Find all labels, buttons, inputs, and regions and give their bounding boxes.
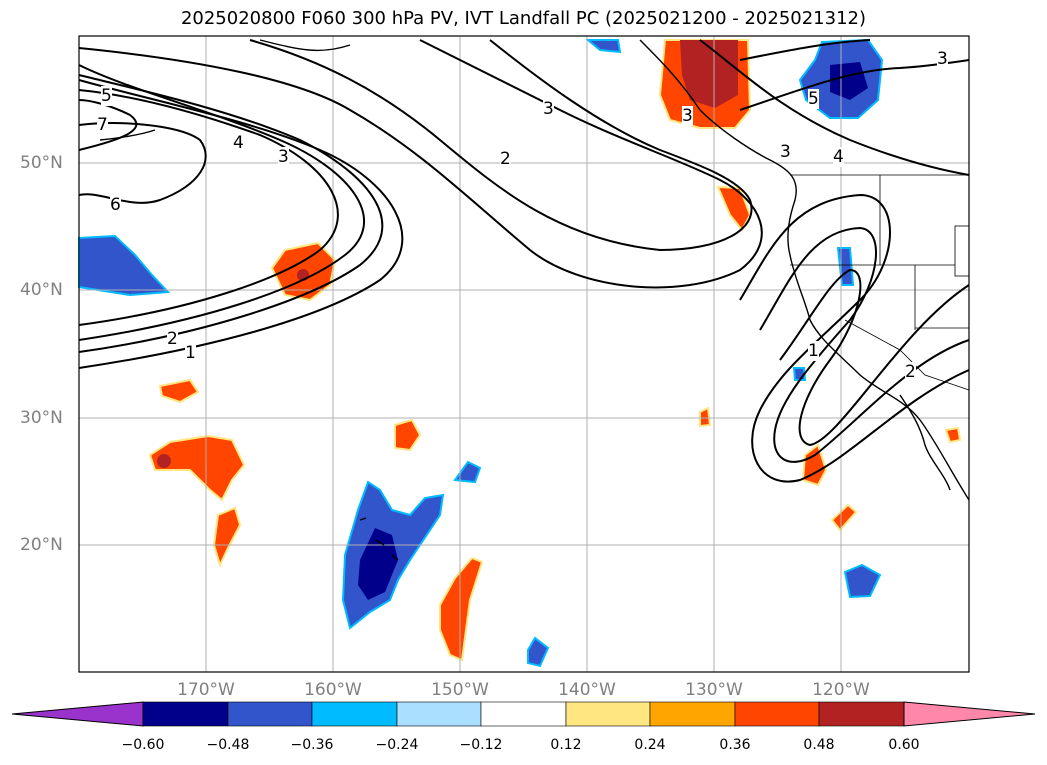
plot-frame <box>78 35 970 673</box>
colorbar-tick: −0.48 <box>206 737 250 753</box>
negative-anomaly <box>585 39 622 54</box>
positive-anomaly <box>158 378 200 404</box>
gridlines <box>79 36 969 672</box>
map-title: 2025020800 F060 300 hPa PV, IVT Landfall… <box>180 8 867 29</box>
contour-label: 5 <box>101 86 112 106</box>
contour-label: 3 <box>780 142 791 162</box>
contour-label: 2 <box>500 149 511 169</box>
contour-label: 2 <box>905 362 916 382</box>
colorbar-tick: −0.60 <box>121 737 165 753</box>
colorbar-segment <box>565 701 651 727</box>
negative-anomaly <box>843 563 882 599</box>
lon-label-170w: 170°W <box>177 680 235 700</box>
strong-negative-anomaly <box>830 62 868 100</box>
contour-label: 4 <box>233 133 244 153</box>
contour-label: 3 <box>682 106 693 126</box>
contour-label: 5 <box>808 89 819 109</box>
contour-label: 4 <box>833 147 844 167</box>
strong-negative-anomaly <box>358 528 398 600</box>
positive-anomaly <box>439 556 484 662</box>
lon-label-160w: 160°W <box>304 680 362 700</box>
contour-label: 2 <box>167 329 178 349</box>
positive-anomaly <box>699 406 712 428</box>
colorbar-segment <box>480 701 567 727</box>
positive-anomaly <box>394 418 422 452</box>
contour-label: 7 <box>97 115 108 135</box>
colorbar-tick: 0.48 <box>803 737 835 753</box>
colorbar-segment <box>734 701 820 727</box>
positive-anomaly <box>716 185 752 232</box>
positive-anomaly <box>944 426 962 444</box>
lat-label-20n: 20°N <box>20 535 63 555</box>
colorbar-segment <box>142 701 229 727</box>
colorbar <box>11 701 1036 727</box>
colorbar-tick: −0.36 <box>290 737 334 753</box>
colorbar-tick: 0.60 <box>888 737 920 753</box>
lat-label-40n: 40°N <box>20 280 63 300</box>
colorbar-tick: −0.24 <box>375 737 419 753</box>
colorbar-extend-min <box>11 701 144 727</box>
negative-anomaly <box>453 460 482 484</box>
colorbar-tick: −0.12 <box>459 737 503 753</box>
colorbar-extend-max <box>903 701 1036 727</box>
lon-label-150w: 150°W <box>431 680 489 700</box>
contour-label: 3 <box>278 147 289 167</box>
colorbar-segment <box>227 701 313 727</box>
contour-label: 3 <box>937 49 948 69</box>
lat-label-50n: 50°N <box>20 153 63 173</box>
map-panel <box>78 35 970 673</box>
lat-label-30n: 30°N <box>20 408 63 428</box>
negative-anomaly <box>78 234 171 297</box>
lon-label-140w: 140°W <box>558 680 616 700</box>
contour-label: 1 <box>808 341 819 361</box>
colorbar-segment <box>396 701 482 727</box>
pv-contours <box>78 39 970 483</box>
colorbar-tick: 0.12 <box>550 737 582 753</box>
lon-label-120w: 120°W <box>812 680 870 700</box>
negative-anomaly <box>527 636 550 668</box>
contour-label: 1 <box>185 343 196 363</box>
colorbar-tick: 0.36 <box>719 737 751 753</box>
coastlines <box>99 39 970 561</box>
contour-label: 6 <box>110 195 121 215</box>
contour-label: 3 <box>543 99 554 119</box>
colorbar-segment <box>649 701 736 727</box>
lon-label-130w: 130°W <box>685 680 743 700</box>
positive-anomaly <box>830 503 858 532</box>
colorbar-segment <box>818 701 905 727</box>
colorbar-tick: 0.24 <box>634 737 666 753</box>
strong-positive-anomaly <box>680 40 738 108</box>
colorbar-segment <box>311 701 398 727</box>
positive-anomaly <box>148 434 246 502</box>
